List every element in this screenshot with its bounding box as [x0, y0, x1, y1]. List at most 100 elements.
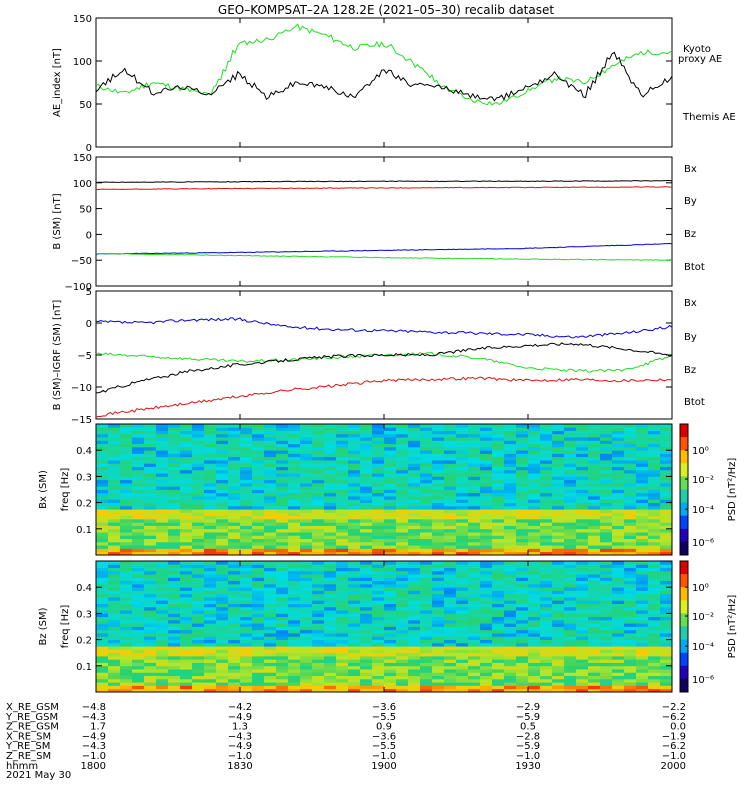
psd-cell: [588, 688, 601, 693]
psd-cell: [192, 509, 205, 513]
psd-cell: [540, 616, 553, 621]
psd-cell: [420, 561, 433, 565]
psd-cell: [144, 433, 157, 438]
psd-cell: [312, 446, 325, 451]
psd-cell: [240, 535, 253, 540]
psd-cell: [612, 633, 625, 637]
psd-cell: [324, 685, 337, 690]
psd-cell: [180, 642, 193, 647]
psd-cell: [288, 623, 301, 627]
psd-cell: [108, 479, 121, 484]
psd-cell: [348, 499, 361, 503]
psd-cell: [216, 669, 229, 673]
colorbar-cell: [680, 593, 688, 601]
psd-cell: [288, 509, 301, 513]
psd-cell: [300, 603, 313, 608]
colorbar-cell: [680, 509, 688, 517]
psd-cell: [612, 682, 625, 686]
psd-cell: [372, 665, 385, 670]
psd-cell: [432, 476, 445, 481]
psd-cell: [252, 476, 265, 481]
psd-cell: [252, 610, 265, 614]
psd-cell: [372, 672, 385, 677]
psd-cell: [540, 613, 553, 618]
psd-cell: [552, 597, 565, 601]
psd-cell: [252, 538, 265, 543]
psd-cell: [612, 606, 625, 611]
psd-cell: [204, 583, 217, 588]
psd-cell: [372, 509, 385, 513]
psd-cell: [276, 453, 289, 458]
psd-cell: [228, 505, 241, 510]
psd-cell: [168, 642, 181, 647]
psd-cell: [408, 613, 421, 618]
psd-cell: [456, 567, 469, 572]
psd-cell: [444, 443, 457, 448]
psd-cell: [132, 450, 145, 454]
psd-cell: [168, 512, 181, 517]
psd-cell: [144, 450, 157, 454]
psd-cell: [120, 642, 133, 647]
psd-cell: [120, 580, 133, 585]
psd-cell: [636, 456, 649, 461]
psd-cell: [468, 606, 481, 611]
psd-cell: [612, 672, 625, 677]
psd-cell: [576, 593, 589, 598]
psd-cell: [372, 469, 385, 474]
psd-cell: [288, 669, 301, 673]
psd-cell: [636, 430, 649, 435]
psd-cell: [336, 672, 349, 677]
psd-cell: [384, 525, 397, 530]
psd-cell: [444, 577, 457, 582]
psd-cell: [360, 561, 373, 565]
psd-cell: [336, 662, 349, 667]
psd-cell: [660, 473, 673, 477]
psd-cell: [192, 600, 205, 604]
psd-cell: [336, 446, 349, 451]
psd-cell: [360, 482, 373, 487]
colorbar-cell: [680, 646, 688, 654]
psd-cell: [420, 482, 433, 487]
psd-cell: [444, 479, 457, 484]
psd-cell: [468, 583, 481, 588]
psd-cell: [276, 522, 289, 526]
psd-cell: [600, 460, 613, 464]
psd-cell: [516, 636, 529, 640]
psd-cell: [168, 469, 181, 474]
psd-cell: [660, 492, 673, 497]
psd-cell: [312, 512, 325, 517]
psd-cell: [228, 619, 241, 624]
psd-cell: [336, 427, 349, 431]
psd-cell: [528, 541, 541, 546]
psd-cell: [120, 424, 133, 428]
psd-cell: [276, 570, 289, 575]
psd-cell: [144, 446, 157, 451]
psd-cell: [636, 522, 649, 526]
psd-cell: [420, 424, 433, 428]
psd-cell: [204, 489, 217, 494]
psd-cell: [432, 509, 445, 513]
psd-cell: [180, 564, 193, 568]
psd-cell: [624, 453, 637, 458]
psd-cell: [288, 603, 301, 608]
psd-cell: [492, 659, 505, 663]
psd-cell: [504, 466, 517, 471]
psd-cell: [396, 482, 409, 487]
psd-cell: [564, 646, 577, 650]
psd-cell: [348, 633, 361, 637]
psd-cell: [600, 642, 613, 647]
psd-cell: [600, 597, 613, 601]
psd-cell: [348, 505, 361, 510]
ephemeris-value: −1.0: [516, 751, 540, 762]
psd-cell: [204, 642, 217, 647]
psd-cell: [456, 652, 469, 657]
psd-cell: [228, 587, 241, 591]
psd-cell: [264, 469, 277, 474]
psd-cell: [564, 456, 577, 461]
psd-cell: [564, 600, 577, 604]
psd-cell: [252, 551, 265, 556]
psd-cell: [540, 633, 553, 637]
psd-cell: [264, 535, 277, 540]
psd-cell: [468, 492, 481, 497]
psd-cell: [240, 437, 253, 441]
